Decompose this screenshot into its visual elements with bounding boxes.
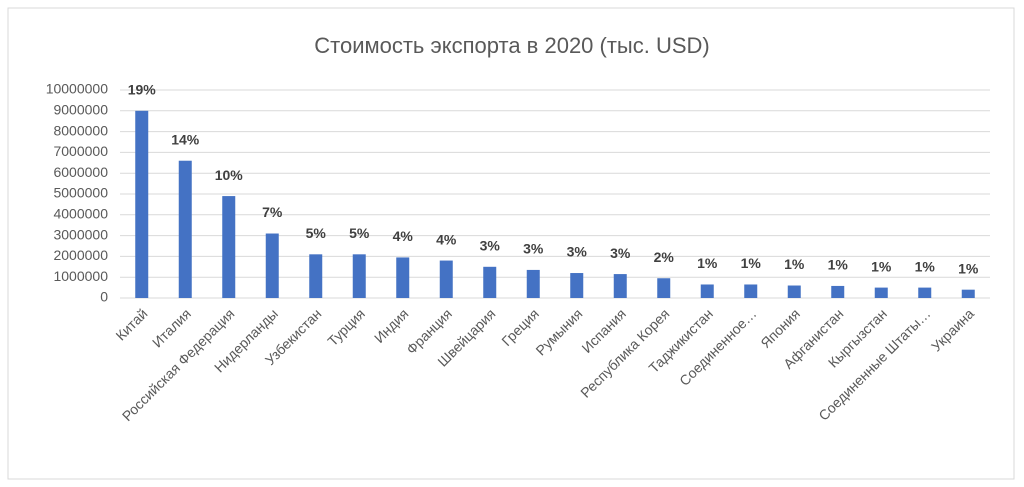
- y-tick-label: 3000000: [53, 226, 108, 242]
- data-label: 1%: [915, 258, 936, 274]
- bar: [744, 284, 758, 298]
- y-tick-label: 10000000: [46, 81, 109, 97]
- data-label: 1%: [871, 258, 892, 274]
- bar: [787, 285, 801, 298]
- data-label: 7%: [262, 204, 283, 220]
- data-label: 19%: [128, 82, 157, 98]
- data-label: 1%: [697, 255, 718, 271]
- data-label: 4%: [436, 231, 457, 247]
- bar: [918, 287, 932, 298]
- y-tick-label: 8000000: [53, 122, 108, 138]
- data-label: 3%: [610, 245, 631, 261]
- data-label: 4%: [393, 228, 414, 244]
- data-label: 3%: [567, 244, 588, 260]
- data-label: 10%: [215, 167, 244, 183]
- data-label: 5%: [349, 225, 370, 241]
- bar: [265, 233, 279, 298]
- bar: [700, 284, 714, 298]
- data-label: 2%: [654, 249, 675, 265]
- data-label: 3%: [480, 238, 501, 254]
- bar: [309, 254, 323, 298]
- bar: [874, 287, 888, 298]
- data-label: 1%: [828, 257, 849, 273]
- y-tick-label: 2000000: [53, 247, 108, 263]
- bar: [439, 260, 453, 298]
- bar: [657, 278, 671, 298]
- y-tick-label: 1000000: [53, 268, 108, 284]
- bar: [526, 269, 540, 298]
- bar: [135, 110, 149, 298]
- data-label: 1%: [741, 255, 762, 271]
- y-tick-label: 4000000: [53, 206, 108, 222]
- bar: [483, 266, 497, 298]
- y-tick-label: 5000000: [53, 185, 108, 201]
- data-label: 14%: [171, 131, 200, 147]
- bar: [178, 160, 192, 298]
- data-label: 1%: [784, 256, 805, 272]
- bar: [961, 289, 975, 298]
- y-tick-label: 0: [100, 289, 108, 305]
- data-label: 3%: [523, 241, 544, 257]
- chart-title: Стоимость экспорта в 2020 (тыс. USD): [314, 33, 710, 58]
- bar: [570, 273, 584, 298]
- bar: [396, 257, 410, 298]
- chart-border: [7, 7, 1015, 480]
- bar: [831, 285, 845, 298]
- bar: [613, 274, 627, 298]
- y-tick-label: 9000000: [53, 102, 108, 118]
- data-label: 1%: [958, 260, 979, 276]
- data-label: 5%: [306, 225, 327, 241]
- bar: [352, 254, 366, 298]
- y-tick-label: 6000000: [53, 164, 108, 180]
- y-tick-label: 7000000: [53, 143, 108, 159]
- bar: [222, 196, 236, 298]
